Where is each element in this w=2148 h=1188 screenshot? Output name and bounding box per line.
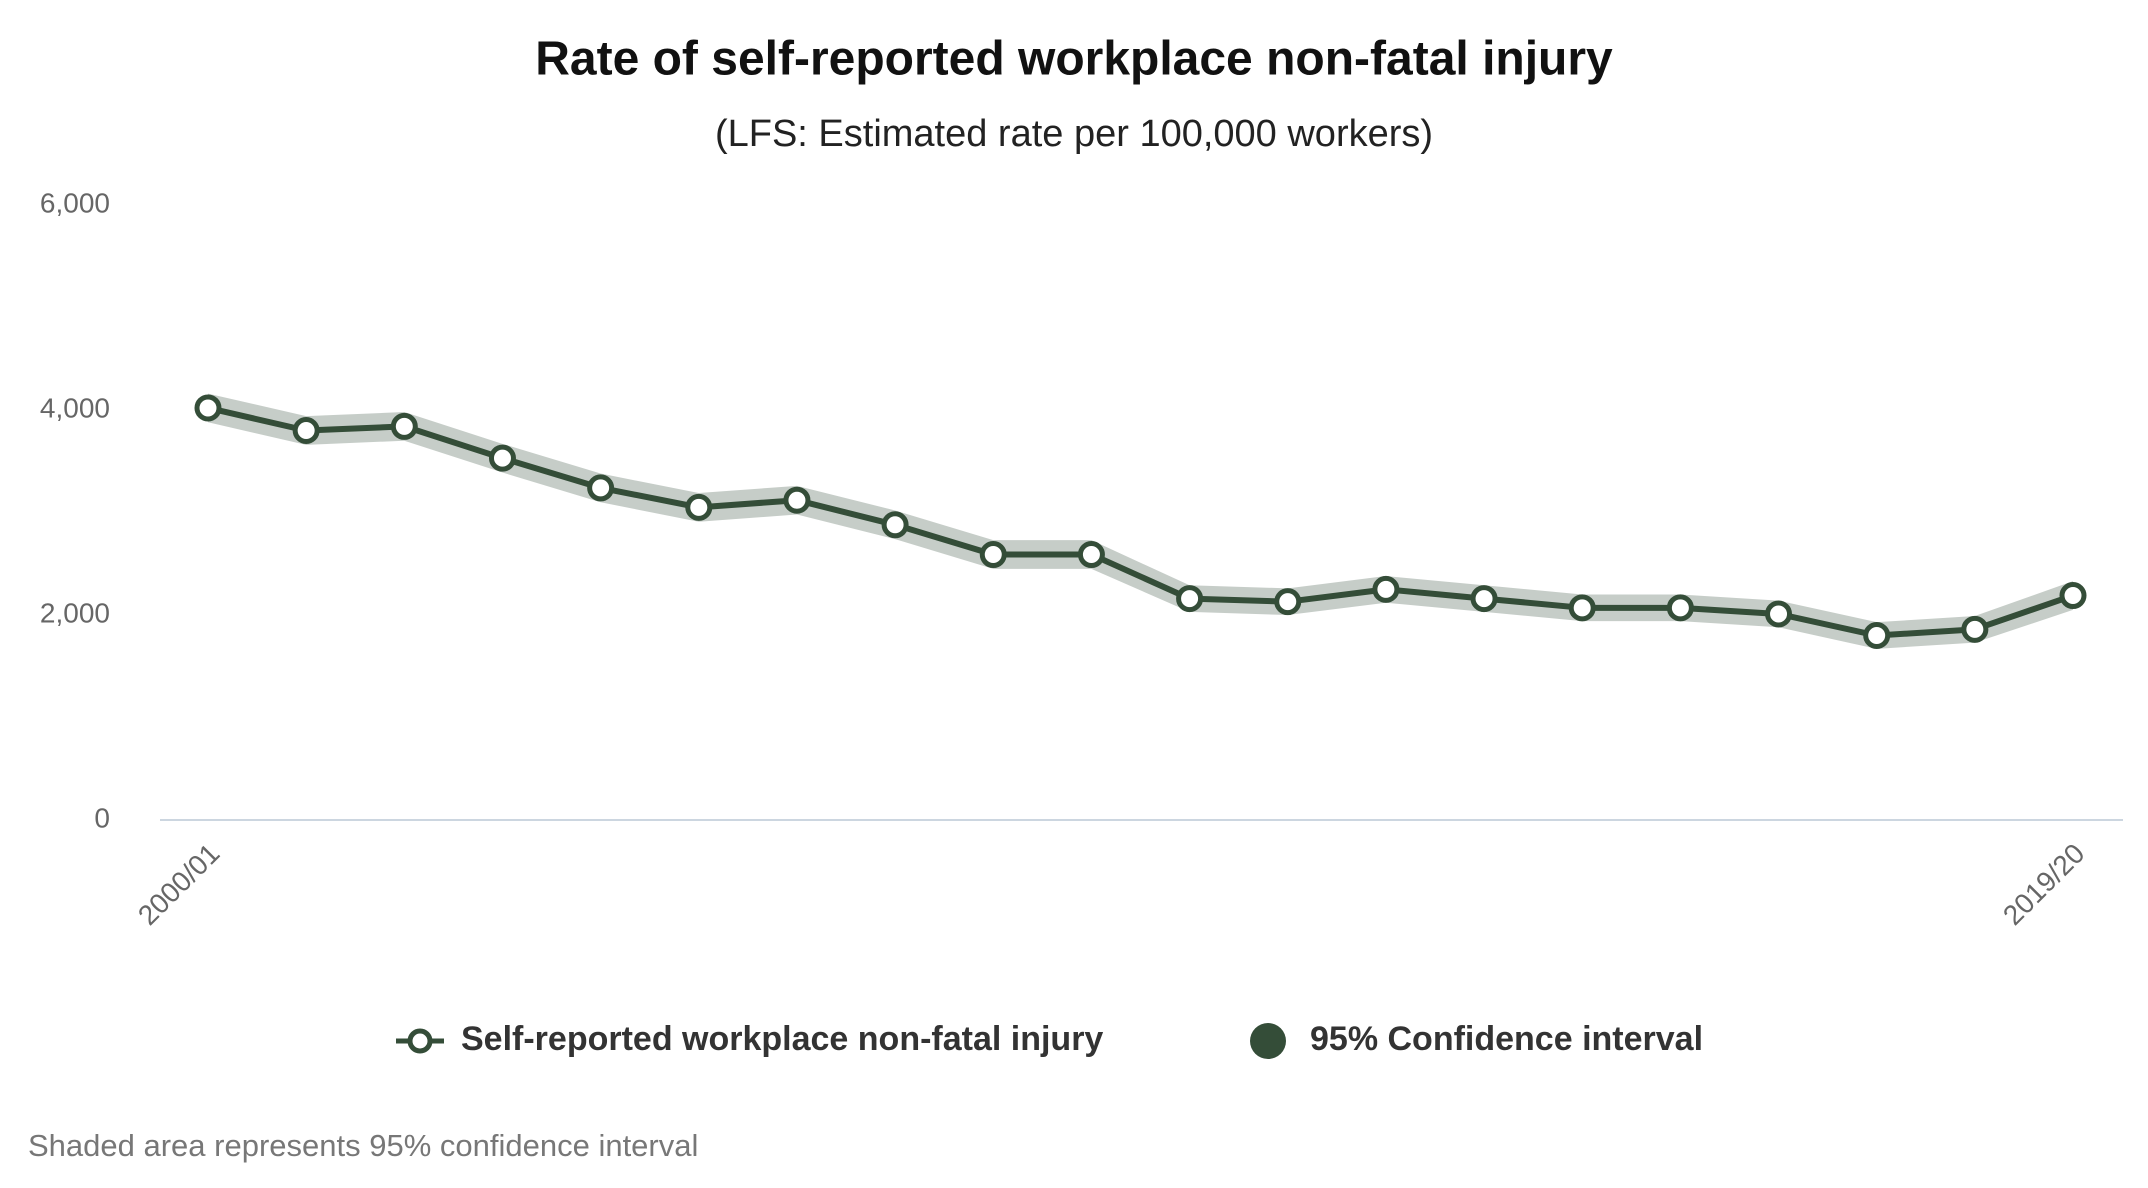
data-point [1568, 594, 1596, 622]
data-point [1176, 585, 1204, 613]
data-point [685, 493, 713, 521]
data-point [1274, 588, 1302, 616]
data-point [783, 486, 811, 514]
data-point [194, 394, 222, 422]
y-tick-label: 4,000 [40, 392, 110, 423]
legend-label: 95% Confidence interval [1310, 1020, 1703, 1058]
x-tick-label: 2019/20 [1997, 838, 2090, 931]
data-point [1666, 594, 1694, 622]
chart-subtitle: (LFS: Estimated rate per 100,000 workers… [715, 113, 1433, 155]
data-point [488, 444, 516, 472]
data-point [1077, 541, 1105, 569]
series-line [207, 405, 2074, 639]
confidence-band [208, 393, 2073, 649]
data-point [1372, 575, 1400, 603]
y-tick-label: 0 [94, 802, 110, 833]
y-tick-label: 2,000 [40, 597, 110, 628]
legend-marker [407, 1028, 433, 1054]
legend-label: Self-reported workplace non-fatal injury [461, 1020, 1103, 1058]
chart-note: Shaded area represents 95% confidence in… [28, 1128, 698, 1163]
data-point [1470, 585, 1498, 613]
x-tick-label: 2000/01 [132, 838, 225, 931]
chart-title: Rate of self-reported workplace non-fata… [535, 33, 1613, 86]
data-point [2059, 582, 2087, 610]
data-point [390, 412, 418, 440]
data-point [881, 511, 909, 539]
data-point [979, 541, 1007, 569]
data-point [1863, 622, 1891, 649]
data-point [1961, 615, 1989, 643]
data-point [587, 474, 615, 502]
legend: Self-reported workplace non-fatal injury… [396, 1020, 1703, 1059]
legend-marker [1250, 1023, 1286, 1059]
y-tick-label: 6,000 [40, 187, 110, 218]
data-point [292, 417, 320, 444]
data-point [1765, 600, 1793, 628]
